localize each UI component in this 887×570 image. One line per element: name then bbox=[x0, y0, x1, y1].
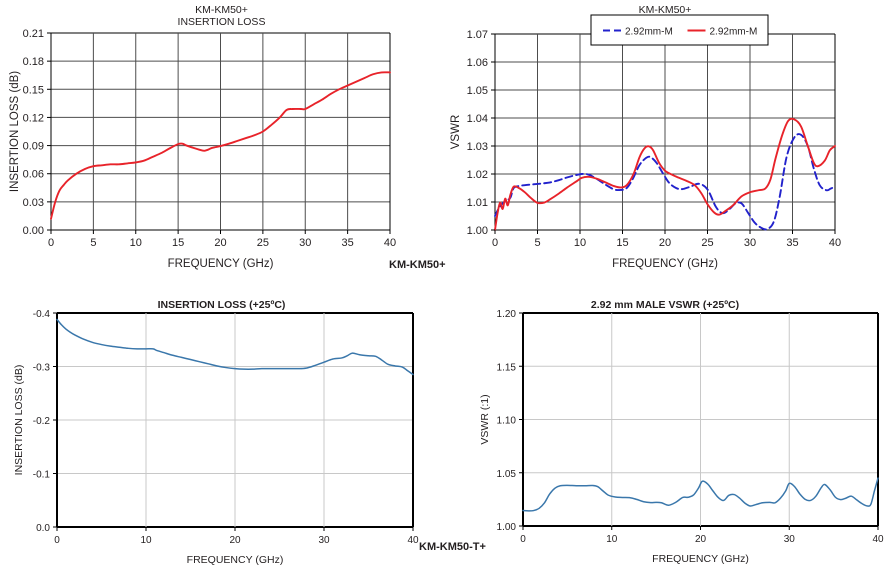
y-axis-tick-label: 0.12 bbox=[23, 112, 44, 124]
y-axis-tick-label: 1.04 bbox=[467, 113, 488, 125]
chart-title-insertion-loss-top: KM-KM50+ INSERTION LOSS bbox=[177, 4, 266, 29]
x-axis-tick-label: 35 bbox=[786, 237, 798, 249]
y-axis-tick-label: 1.07 bbox=[467, 29, 488, 41]
x-axis-tick-label: 5 bbox=[534, 237, 540, 249]
y-axis-tick-label: 1.06 bbox=[467, 57, 488, 69]
y-axis-title: VSWR bbox=[450, 115, 462, 150]
x-axis-tick-label: 0 bbox=[492, 237, 498, 249]
chart-svg-vswr-top: 1.00 1.01 1.02 1.03 1.04 1.05 1.06 1.07 0 5 10 15 20… bbox=[450, 14, 841, 270]
y-axis-tick-label: -0.1 bbox=[33, 470, 51, 481]
data-series-line bbox=[494, 117, 836, 231]
legend-label: 2.92mm-M bbox=[710, 27, 758, 38]
x-axis-title: FREQUENCY (GHz) bbox=[187, 554, 284, 566]
y-axis-tick-label: 0.03 bbox=[23, 197, 44, 209]
y-axis-title: VSWR (:1) bbox=[479, 394, 491, 444]
y-axis-tick-label: 0.18 bbox=[23, 56, 44, 68]
chart-title-vswr-bottom: 2.92 mm MALE VSWR (+25ºC) bbox=[590, 299, 740, 311]
chart-panel-vswr-top: KM-KM50+ VSWR 1.001.011.021.031.041.051.… bbox=[443, 0, 887, 285]
x-axis-tick-label: 15 bbox=[172, 237, 184, 249]
x-axis-tick-label: 25 bbox=[701, 237, 713, 249]
y-axis-tick-label: 1.05 bbox=[497, 469, 517, 480]
x-axis-title: FREQUENCY (GHz) bbox=[652, 553, 749, 565]
y-axis-title: INSERTION LOSS (dB) bbox=[13, 365, 25, 476]
y-axis-tick-label: 1.02 bbox=[467, 169, 488, 181]
x-axis-tick-label: 20 bbox=[229, 535, 241, 546]
y-axis-title: INSERTION LOSS (dB) bbox=[9, 71, 21, 192]
y-axis-tick-label: 0.00 bbox=[23, 225, 44, 237]
x-axis-tick-label: 10 bbox=[574, 237, 586, 249]
data-series-line bbox=[56, 318, 414, 376]
y-axis-tick-label: 0.06 bbox=[23, 169, 44, 181]
x-axis-tick-label: 0 bbox=[520, 534, 526, 545]
x-axis-tick-label: 30 bbox=[299, 237, 311, 249]
chart-panel-insertion-loss-top: KM-KM50+ INSERTION LOSS 0.00 0.03 0.06 0.09… bbox=[0, 0, 443, 285]
x-axis-tick-label: 20 bbox=[695, 534, 707, 545]
y-axis-tick-label: 1.05 bbox=[467, 85, 488, 97]
x-axis-tick-label: 5 bbox=[90, 237, 96, 249]
chart-svg-vswr-bottom: 1.00 1.05 1.10 1.15 1.20 0 10 20 30 40 FREQUENCY (… bbox=[479, 309, 884, 565]
y-axis-tick-label: 1.03 bbox=[467, 141, 488, 153]
y-axis-tick-label: 0.15 bbox=[23, 84, 44, 96]
y-axis-tick-label: -0.4 bbox=[33, 309, 51, 320]
chart-title-insertion-loss-bottom: INSERTION LOSS (+25ºC) bbox=[157, 299, 286, 311]
chart-svg-insertion-loss-top: 0.00 0.03 0.06 0.09 0.12 0.15 0.18 0.21 0 5 10 15 20… bbox=[9, 28, 396, 270]
x-axis-tick-label: 0 bbox=[54, 535, 60, 546]
x-axis-title: FREQUENCY (GHz) bbox=[612, 258, 718, 270]
y-axis-tick-label: -0.2 bbox=[33, 416, 51, 427]
y-axis-tick-label: 1.00 bbox=[467, 225, 488, 237]
x-axis-tick-label: 40 bbox=[829, 237, 841, 249]
x-axis-tick-label: 0 bbox=[48, 237, 54, 249]
x-axis-tick-label: 25 bbox=[257, 237, 269, 249]
y-axis-tick-label: -0.3 bbox=[33, 363, 51, 374]
y-axis-tick-label: 1.15 bbox=[497, 362, 517, 373]
x-axis-tick-label: 10 bbox=[130, 237, 142, 249]
y-axis-tick-label: 1.01 bbox=[467, 197, 488, 209]
chart-panel-vswr-bottom: 1.00 1.05 1.10 1.15 1.20 0 10 20 30 40 FREQUENCY (… bbox=[443, 285, 887, 570]
x-axis-tick-label: 20 bbox=[659, 237, 671, 249]
x-axis-tick-label: 30 bbox=[318, 535, 330, 546]
y-axis-tick-label: 0.0 bbox=[36, 523, 50, 534]
legend-label: 2.92mm-M bbox=[625, 27, 673, 38]
y-axis-tick-label: 0.21 bbox=[23, 28, 44, 40]
data-series-line bbox=[522, 477, 879, 512]
x-axis-tick-label: 10 bbox=[140, 535, 152, 546]
chart-panel-insertion-loss-bottom: 0.0 -0.1 -0.2 -0.3 -0.4 0 10 20 30 40 FREQUENCY (G… bbox=[0, 285, 443, 570]
x-axis-tick-label: 30 bbox=[784, 534, 796, 545]
chart-svg-insertion-loss-bottom: 0.0 -0.1 -0.2 -0.3 -0.4 0 10 20 30 40 FREQUENCY (G… bbox=[13, 309, 419, 566]
x-axis-tick-label: 35 bbox=[342, 237, 354, 249]
data-series-line bbox=[494, 133, 836, 231]
x-axis-tick-label: 30 bbox=[744, 237, 756, 249]
x-axis-tick-label: 15 bbox=[616, 237, 628, 249]
y-axis-tick-label: 0.09 bbox=[23, 141, 44, 153]
x-axis-tick-label: 10 bbox=[606, 534, 618, 545]
part-number-label-top: KM-KM50+ bbox=[389, 259, 446, 271]
x-axis-title: FREQUENCY (GHz) bbox=[168, 258, 274, 270]
x-axis-tick-label: 40 bbox=[872, 534, 884, 545]
y-axis-tick-label: 1.10 bbox=[497, 416, 517, 427]
data-series-line bbox=[50, 71, 391, 220]
x-axis-tick-label: 20 bbox=[214, 237, 226, 249]
y-axis-tick-label: 1.20 bbox=[497, 309, 517, 320]
y-axis-tick-label: 1.00 bbox=[497, 522, 517, 533]
x-axis-tick-label: 40 bbox=[407, 535, 419, 546]
x-axis-tick-label: 40 bbox=[384, 237, 396, 249]
part-number-label-bottom: KM-KM50-T+ bbox=[419, 541, 486, 553]
